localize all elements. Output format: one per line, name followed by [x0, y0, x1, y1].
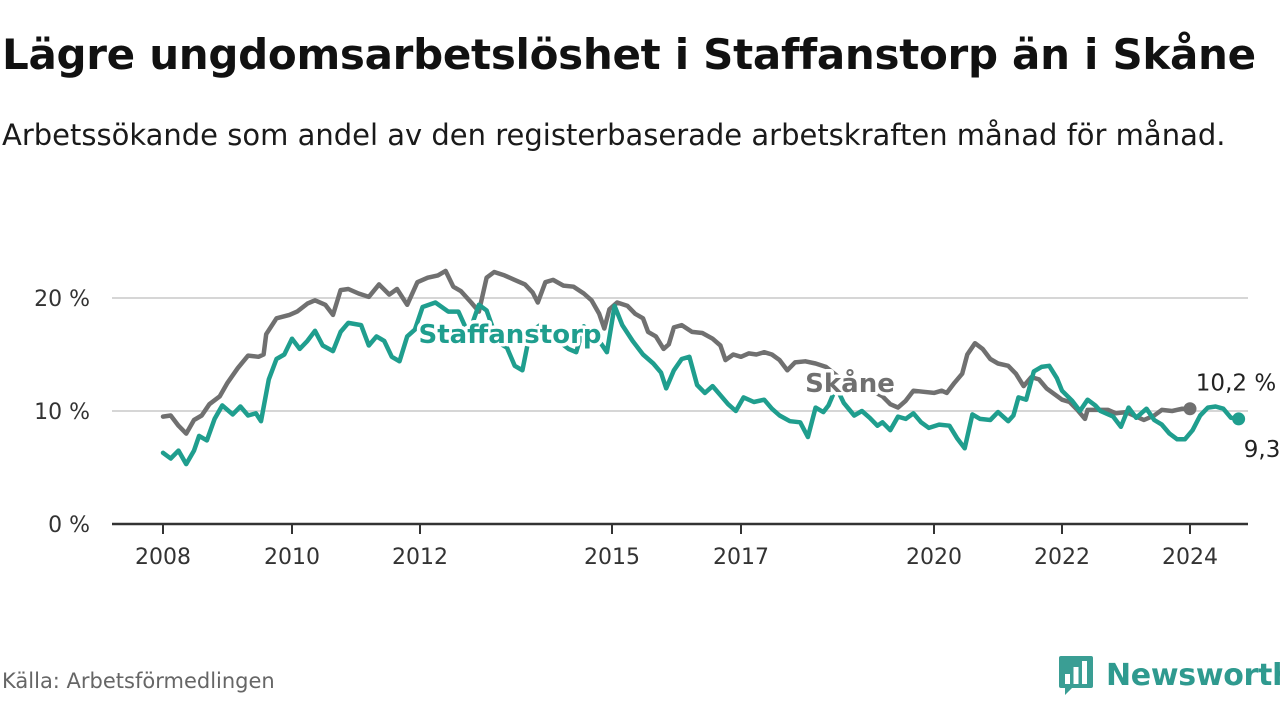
- source-note: Källa: Arbetsförmedlingen: [2, 669, 275, 693]
- bar-chart-logo-icon: [1059, 656, 1093, 695]
- x-tick-label: 2017: [713, 545, 769, 570]
- x-tick-label: 2012: [392, 545, 448, 570]
- chart-subtitle: Arbetssökande som andel av den registerb…: [2, 118, 1226, 152]
- y-tick-label: 10 %: [34, 400, 90, 425]
- series-lines: [160, 268, 1246, 467]
- logo-text: Newsworthy: [1106, 657, 1280, 693]
- annotation-staffanstorp: Staffanstorp: [418, 320, 601, 350]
- x-tick-label: 2010: [264, 545, 320, 570]
- chart-title: Lägre ungdomsarbetslöshet i Staffanstorp…: [2, 30, 1256, 79]
- x-tick-label: 2015: [584, 545, 640, 570]
- end-label-skane: 10,2 %: [1196, 371, 1276, 397]
- annotation-sk-ne: Skåne: [805, 367, 895, 399]
- end-label-staffanstorp: 9,3 %: [1244, 437, 1280, 463]
- x-tick-label: 2024: [1162, 545, 1218, 570]
- annotation-halo-sk-ne: Skåne: [805, 367, 895, 399]
- x-axis: 2008 2010 2012 2015 2017 2020 2022 2024: [112, 522, 1248, 570]
- x-tick-label: 2020: [906, 545, 962, 570]
- series-line-sk-ne: [160, 268, 1193, 436]
- x-tick-label: 2008: [135, 545, 191, 570]
- annotation-halo-staffanstorp: Staffanstorp: [418, 320, 601, 350]
- data-labels: 10,2 %9,3 %StaffanstorpStaffanstorpSkåne…: [415, 317, 1280, 463]
- y-tick-label: 0 %: [48, 513, 90, 538]
- gridlines: 0 % 10 % 20 %: [34, 287, 1248, 538]
- newsworthy-logo[interactable]: Newsworthy: [1058, 654, 1280, 696]
- x-tick-label: 2022: [1034, 545, 1090, 570]
- end-marker-sk-ne: [1183, 402, 1197, 416]
- series-line-staffanstorp: [160, 300, 1241, 467]
- line-chart: 0 % 10 % 20 % 2008 2010 2012 2015 2017 2020 2022…: [34, 268, 1280, 570]
- end-marker-staffanstorp: [1232, 412, 1246, 426]
- y-tick-label: 20 %: [34, 287, 90, 312]
